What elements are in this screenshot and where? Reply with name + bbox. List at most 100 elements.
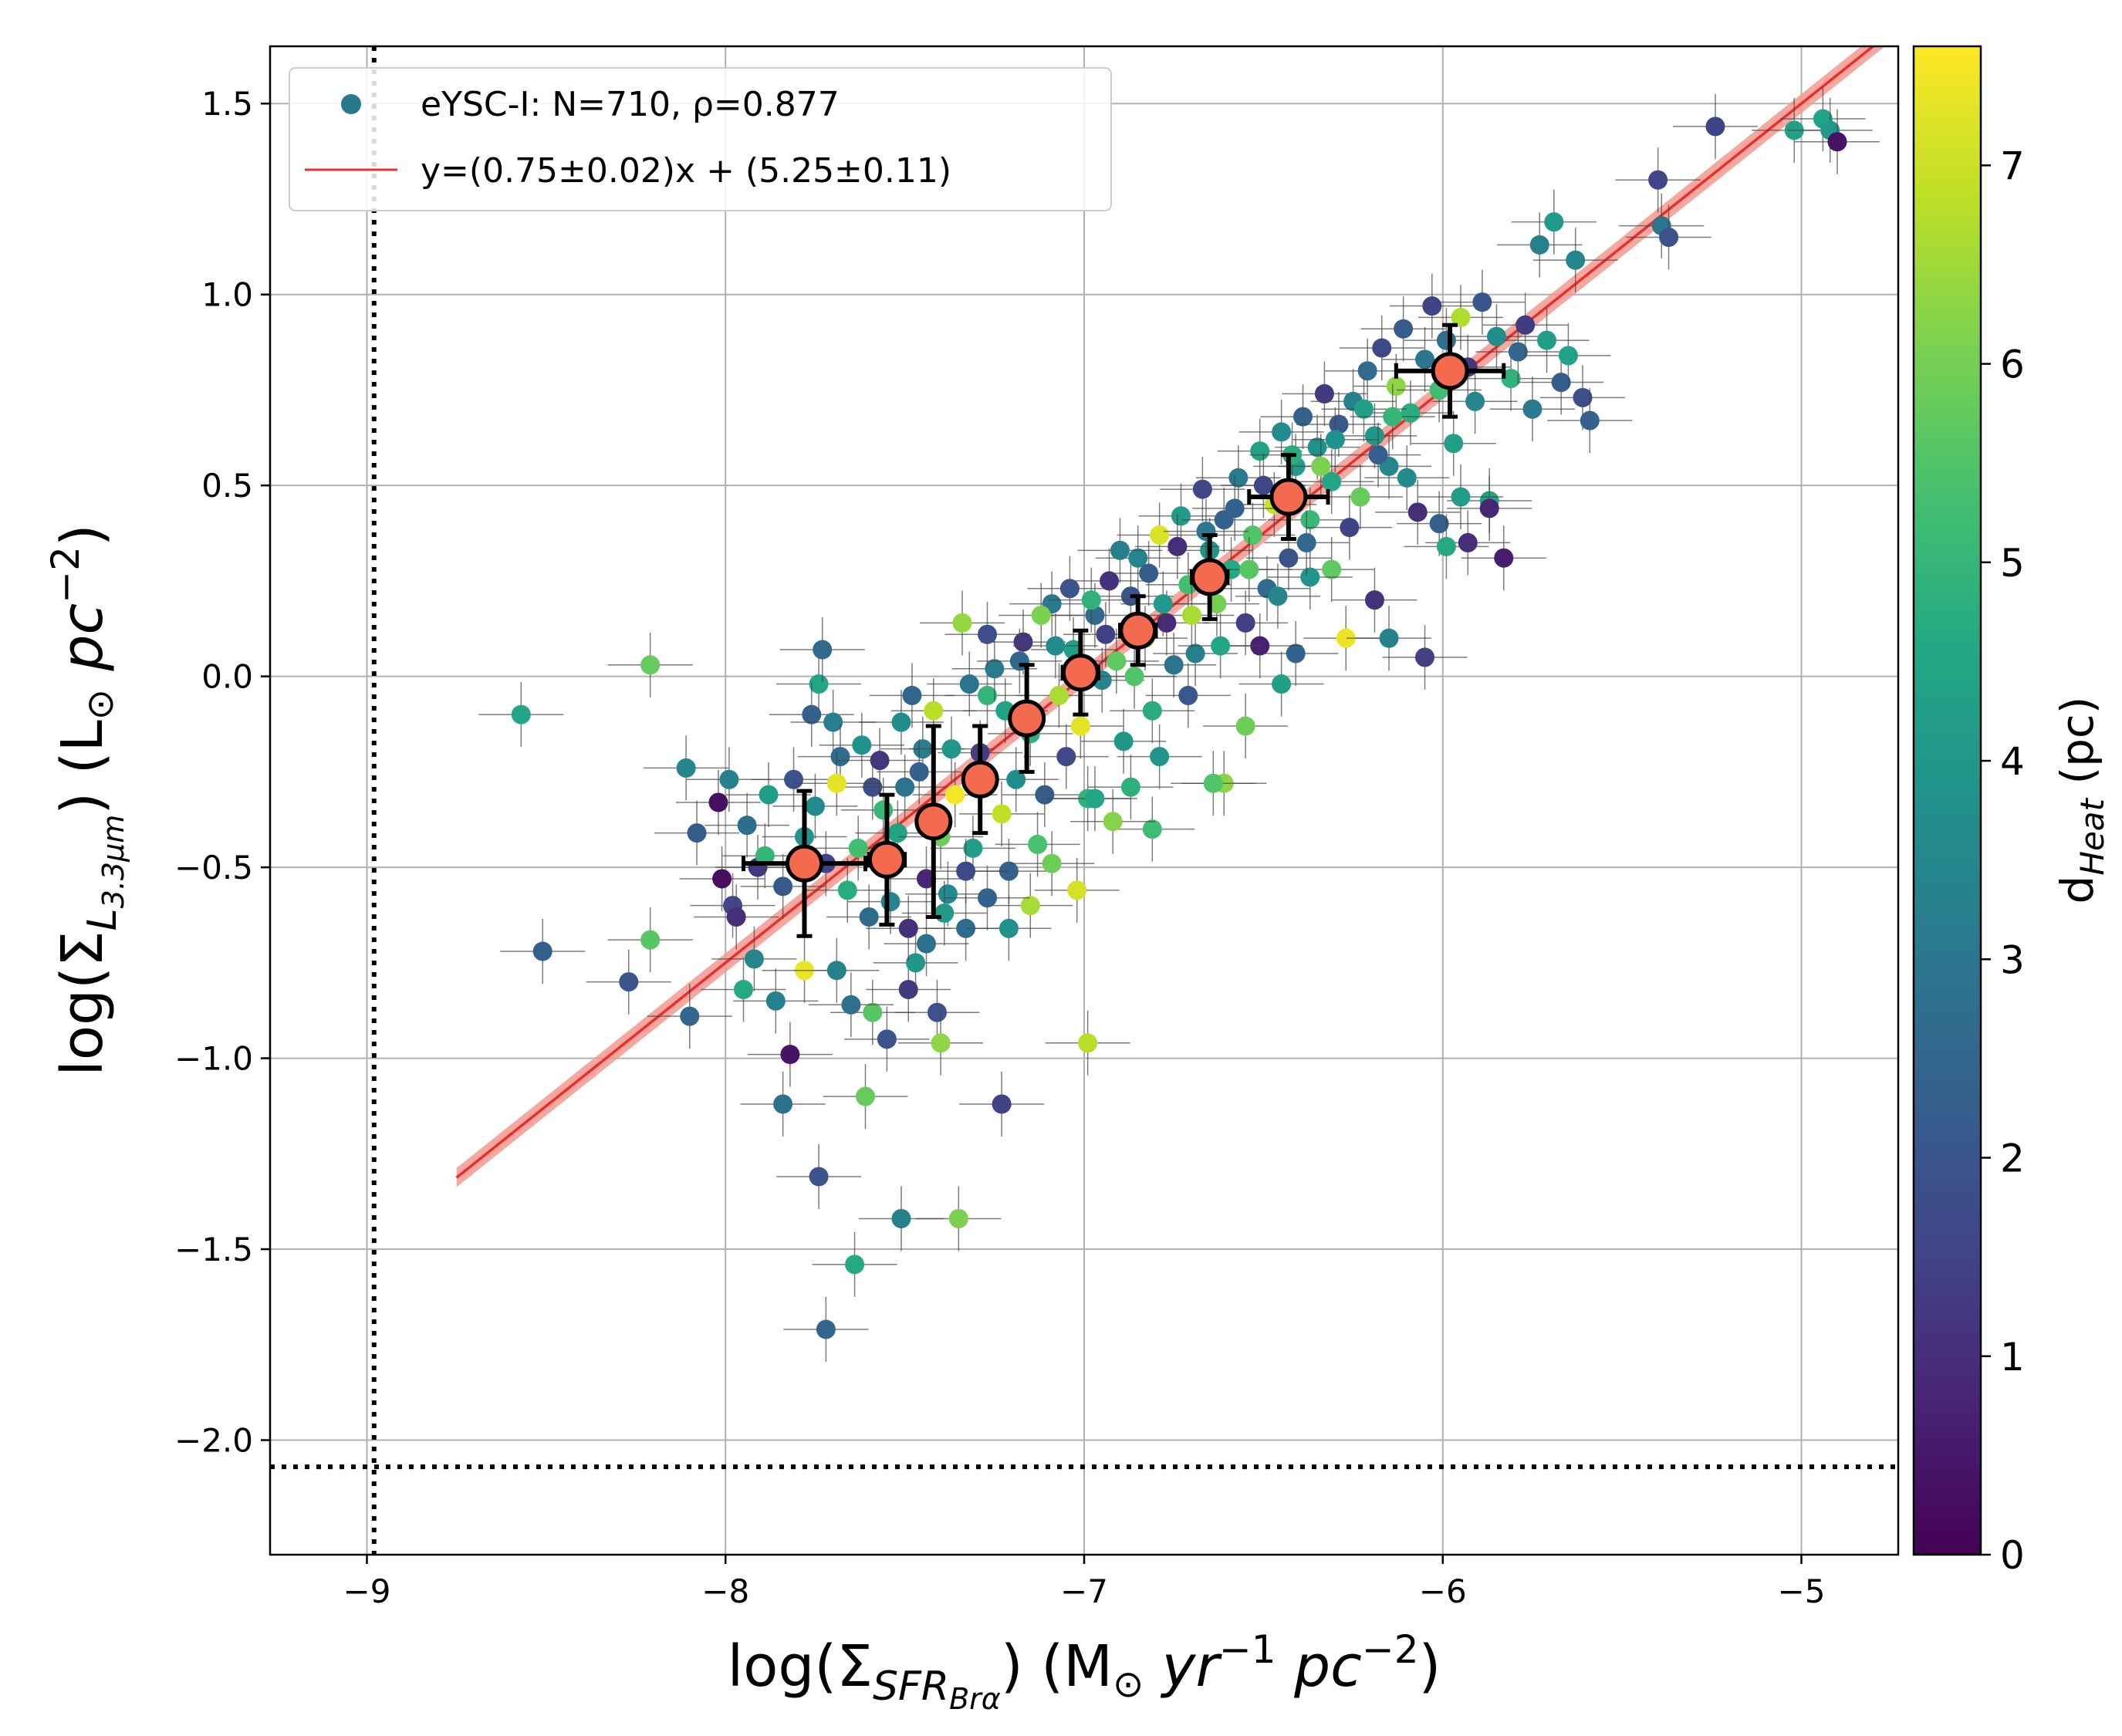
binned-marker	[1061, 654, 1100, 692]
point-marker	[1314, 383, 1334, 404]
point-marker	[837, 880, 857, 900]
point-marker	[877, 1029, 897, 1049]
point-marker	[891, 1208, 911, 1228]
point-marker	[1272, 674, 1292, 694]
point-marker	[1354, 399, 1374, 419]
point-marker	[1357, 361, 1377, 381]
point-marker	[1566, 250, 1586, 270]
point-marker	[1113, 731, 1134, 751]
colorbar-title-main: d	[2051, 876, 2103, 904]
point-marker	[1139, 563, 1159, 583]
point-marker	[1364, 590, 1384, 610]
point-marker	[1028, 834, 1048, 854]
data-point	[1332, 567, 1417, 633]
data-point	[1432, 369, 1518, 434]
data-point	[1034, 857, 1120, 923]
data-point	[607, 632, 693, 697]
point-marker	[826, 773, 846, 793]
data-point	[779, 617, 865, 682]
binned-point	[741, 789, 867, 938]
point-marker	[1181, 605, 1201, 625]
binned-marker	[914, 802, 953, 841]
x-tick-label: −9	[343, 1572, 391, 1610]
data-point	[1439, 269, 1525, 335]
data-point	[654, 800, 740, 866]
point-marker	[1580, 410, 1600, 431]
point-marker	[1436, 330, 1456, 350]
scatter-layer	[478, 86, 1880, 1362]
x-title-yr: yr	[1144, 1633, 1222, 1700]
data-point	[647, 984, 732, 1049]
point-marker	[1397, 468, 1417, 488]
data-point	[1171, 751, 1256, 816]
point-marker	[744, 949, 764, 969]
data-point	[927, 651, 1012, 717]
point-marker	[959, 674, 979, 694]
data-point	[1092, 643, 1178, 709]
point-marker	[1458, 532, 1478, 552]
point-marker	[765, 991, 786, 1011]
x-title-yr-exp: −1	[1219, 1627, 1276, 1672]
point-marker	[1501, 369, 1521, 389]
x-tick-label: −5	[1778, 1572, 1826, 1610]
point-marker	[708, 792, 728, 812]
data-point	[751, 747, 836, 812]
point-marker	[1329, 414, 1349, 434]
point-marker	[1042, 853, 1062, 873]
data-point	[1417, 464, 1503, 530]
point-marker	[1551, 373, 1571, 393]
colorbar-tick-label: 1	[2000, 1335, 2025, 1380]
point-marker	[1479, 498, 1499, 518]
data-point	[1504, 308, 1590, 373]
data-point	[1066, 548, 1152, 613]
data-point	[1540, 365, 1626, 431]
x-title-close: )	[1419, 1633, 1441, 1700]
point-marker	[1827, 132, 1847, 152]
point-marker	[1364, 426, 1384, 446]
data-point	[783, 1296, 869, 1362]
data-point	[1203, 693, 1289, 758]
data-point	[966, 896, 1052, 961]
data-point	[898, 1010, 984, 1076]
data-point	[1070, 789, 1156, 854]
point-marker	[1529, 235, 1549, 255]
point-marker	[1153, 594, 1173, 614]
point-marker	[1451, 307, 1471, 327]
data-point	[1235, 563, 1320, 629]
y-title-suffix: ) (L	[49, 720, 116, 815]
point-marker	[1307, 437, 1327, 458]
legend-label-scatter: eYSC-I: N=710, ρ=0.877	[421, 85, 840, 124]
data-point	[1382, 624, 1468, 690]
point-marker	[998, 918, 1019, 938]
point-marker	[511, 704, 531, 724]
point-marker	[1207, 594, 1227, 614]
point-marker	[1211, 636, 1231, 656]
point-marker	[1070, 716, 1090, 736]
point-marker	[1279, 548, 1299, 568]
point-marker	[1300, 510, 1320, 530]
point-marker	[945, 785, 965, 805]
point-marker	[845, 1255, 865, 1275]
point-marker	[1228, 468, 1249, 488]
point-marker	[532, 941, 552, 961]
legend: eYSC-I: N=710, ρ=0.877 y=(0.75±0.02)x + …	[289, 67, 1112, 211]
point-marker	[1293, 407, 1313, 427]
data-point	[740, 1071, 826, 1137]
point-marker	[759, 785, 779, 805]
point-marker	[784, 769, 804, 789]
point-marker	[813, 640, 833, 660]
y-tick-label: 0.5	[201, 467, 253, 505]
point-marker	[1515, 315, 1536, 335]
point-marker	[952, 613, 972, 633]
data-point	[1160, 457, 1245, 522]
point-marker	[998, 861, 1019, 881]
data-point	[995, 812, 1080, 877]
binned-marker	[1269, 478, 1308, 516]
point-marker	[1379, 628, 1399, 648]
data-point	[1404, 514, 1489, 579]
data-point	[1547, 388, 1633, 454]
point-marker	[802, 704, 822, 724]
colorbar: 0 1 2 3 4 5 6 7 dHeat (pc)	[1912, 45, 2111, 1578]
point-marker	[891, 712, 911, 732]
